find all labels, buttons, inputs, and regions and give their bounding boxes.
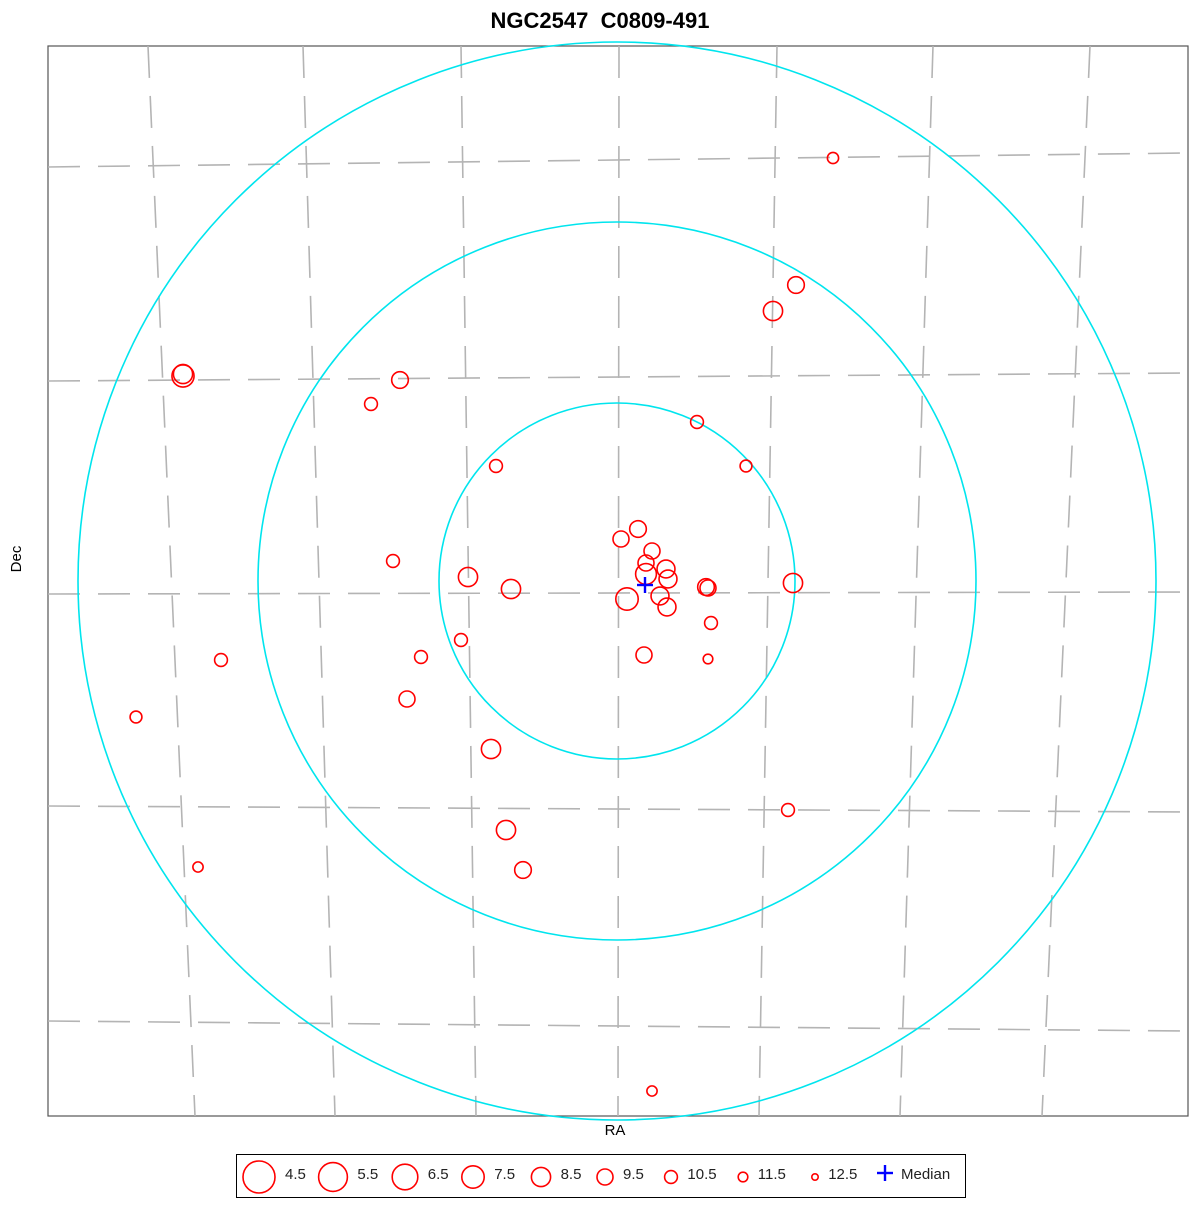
ra-grid-line bbox=[302, 46, 336, 1116]
plot-area bbox=[47, 41, 1189, 1121]
star-point bbox=[129, 710, 143, 724]
plot-frame bbox=[47, 45, 1189, 1117]
legend-marker bbox=[810, 1172, 819, 1181]
star-point bbox=[702, 653, 714, 665]
legend-label: 11.5 bbox=[758, 1166, 786, 1183]
legend-marker bbox=[663, 1169, 679, 1185]
star-point bbox=[172, 363, 194, 385]
star-point bbox=[786, 275, 806, 295]
legend-label: 9.5 bbox=[623, 1166, 644, 1183]
star-point bbox=[826, 151, 840, 165]
radius-circle bbox=[438, 402, 796, 760]
legend-label: 6.5 bbox=[428, 1166, 449, 1183]
star-point bbox=[658, 569, 678, 589]
legend-marker bbox=[461, 1165, 486, 1189]
legend-item: 9.5 bbox=[596, 1166, 644, 1186]
legend-item: Median bbox=[877, 1165, 950, 1183]
star-point bbox=[513, 860, 533, 880]
ra-grid-line bbox=[147, 46, 196, 1116]
legend-label: 10.5 bbox=[687, 1166, 716, 1183]
ra-grid-line bbox=[899, 46, 934, 1116]
legend-item: 10.5 bbox=[663, 1166, 717, 1185]
star-point bbox=[703, 615, 719, 631]
star-point bbox=[500, 578, 522, 600]
legend-item: 4.5 bbox=[242, 1160, 306, 1194]
legend-label: 8.5 bbox=[561, 1166, 582, 1183]
radius-circles bbox=[77, 41, 1157, 1121]
legend-item: 6.5 bbox=[391, 1163, 449, 1191]
star-point bbox=[780, 802, 796, 818]
star-point bbox=[213, 652, 229, 668]
legend-item: 7.5 bbox=[461, 1165, 515, 1189]
median-marker bbox=[637, 577, 653, 593]
star-point bbox=[689, 414, 705, 430]
star-point bbox=[657, 597, 677, 617]
star-point bbox=[739, 459, 753, 473]
radius-circle bbox=[257, 221, 977, 941]
star-point bbox=[635, 646, 653, 664]
star-point bbox=[488, 458, 504, 474]
star-point bbox=[699, 579, 717, 597]
legend-label: Median bbox=[901, 1166, 950, 1183]
star-point bbox=[480, 738, 502, 760]
ra-grid-line bbox=[617, 46, 620, 1116]
y-axis-label: Dec bbox=[8, 545, 25, 573]
x-axis-label: RA bbox=[604, 1122, 626, 1139]
grid-lines bbox=[48, 46, 1188, 1116]
star-point bbox=[650, 586, 670, 606]
legend-marker bbox=[596, 1168, 614, 1186]
star-point bbox=[192, 861, 204, 873]
star-markers bbox=[129, 151, 840, 1097]
legend-label: 5.5 bbox=[357, 1166, 378, 1183]
star-point bbox=[656, 559, 676, 579]
radius-circle bbox=[77, 41, 1157, 1121]
legend-item: 11.5 bbox=[737, 1166, 786, 1183]
star-point bbox=[614, 586, 639, 611]
legend-label: 12.5 bbox=[828, 1166, 857, 1183]
star-point bbox=[643, 542, 661, 560]
legend-marker bbox=[317, 1161, 349, 1193]
chart-title: NGC2547 C0809-491 bbox=[490, 8, 710, 33]
legend-label: 7.5 bbox=[494, 1166, 515, 1183]
legend-marker bbox=[391, 1163, 419, 1191]
star-point bbox=[782, 572, 804, 594]
star-point bbox=[457, 566, 479, 588]
star-point bbox=[628, 519, 648, 539]
star-point bbox=[495, 819, 517, 841]
star-point bbox=[637, 554, 655, 572]
star-point bbox=[612, 530, 630, 548]
legend-marker bbox=[242, 1160, 276, 1194]
legend-items: 4.5 5.5 6.5 7.5 8.5 9.5 10.5 11.5 12.5 Median bbox=[242, 1160, 950, 1194]
dec-grid-line bbox=[48, 152, 1188, 168]
star-point bbox=[413, 649, 429, 665]
ra-grid-line bbox=[460, 46, 477, 1116]
star-point bbox=[398, 690, 416, 708]
legend: 4.5 5.5 6.5 7.5 8.5 9.5 10.5 11.5 12.5 Median bbox=[236, 1154, 966, 1198]
legend-marker bbox=[530, 1166, 552, 1188]
ra-grid-line bbox=[758, 46, 778, 1116]
star-point bbox=[453, 632, 469, 648]
legend-item: 8.5 bbox=[530, 1166, 582, 1188]
star-point bbox=[646, 1085, 658, 1097]
legend-marker bbox=[737, 1171, 749, 1183]
legend-item: 5.5 bbox=[317, 1161, 378, 1193]
star-point bbox=[363, 396, 379, 412]
legend-label: 4.5 bbox=[285, 1166, 306, 1183]
star-point bbox=[385, 553, 401, 569]
star-point bbox=[390, 370, 410, 390]
ra-grid-line bbox=[1041, 46, 1091, 1116]
legend-item: 12.5 bbox=[810, 1166, 857, 1183]
star-point bbox=[762, 300, 784, 322]
